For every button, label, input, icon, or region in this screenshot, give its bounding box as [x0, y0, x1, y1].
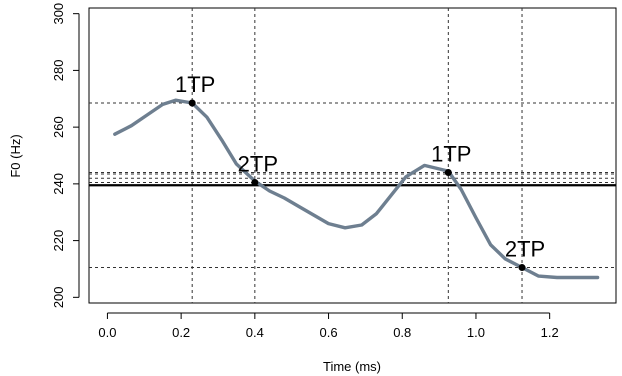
dashed-guides [89, 8, 616, 303]
turning-point-marker-1 [251, 178, 259, 186]
y-tick-label-4: 280 [51, 60, 66, 82]
x-tick-label-5: 1.0 [467, 325, 485, 340]
plot-area-frame [88, 7, 617, 304]
x-axis: 0.0 0.2 0.4 0.6 0.8 1.0 1.2 [98, 312, 559, 340]
y-axis-title: F0 (Hz) [8, 134, 23, 177]
y-tick-label-2: 240 [51, 173, 66, 195]
x-tick-label-4: 0.8 [393, 325, 411, 340]
turning-point-label-0: 1TP [175, 72, 215, 97]
x-tick-label-0: 0.0 [98, 325, 116, 340]
turning-point-marker-2 [444, 169, 452, 177]
x-axis-title: Time (ms) [323, 359, 381, 374]
turning-point-label-1: 2TP [238, 151, 278, 176]
turning-point-label-3: 2TP [505, 237, 545, 262]
turning-point-marker-3 [518, 264, 526, 272]
y-tick-label-1: 220 [51, 230, 66, 252]
x-tick-label-2: 0.4 [246, 325, 264, 340]
y-tick-label-5: 300 [51, 3, 66, 25]
x-tick-label-6: 1.2 [541, 325, 559, 340]
y-tick-label-3: 260 [51, 116, 66, 138]
turning-point-marker-0 [188, 99, 196, 107]
y-tick-label-0: 200 [51, 286, 66, 308]
x-tick-label-1: 0.2 [172, 325, 190, 340]
y-axis: 200 220 240 260 280 300 [51, 3, 80, 308]
turning-point-label-2: 1TP [431, 142, 471, 167]
turning-points: 1TP 2TP 1TP 2TP [175, 72, 545, 272]
x-tick-label-3: 0.6 [320, 325, 338, 340]
